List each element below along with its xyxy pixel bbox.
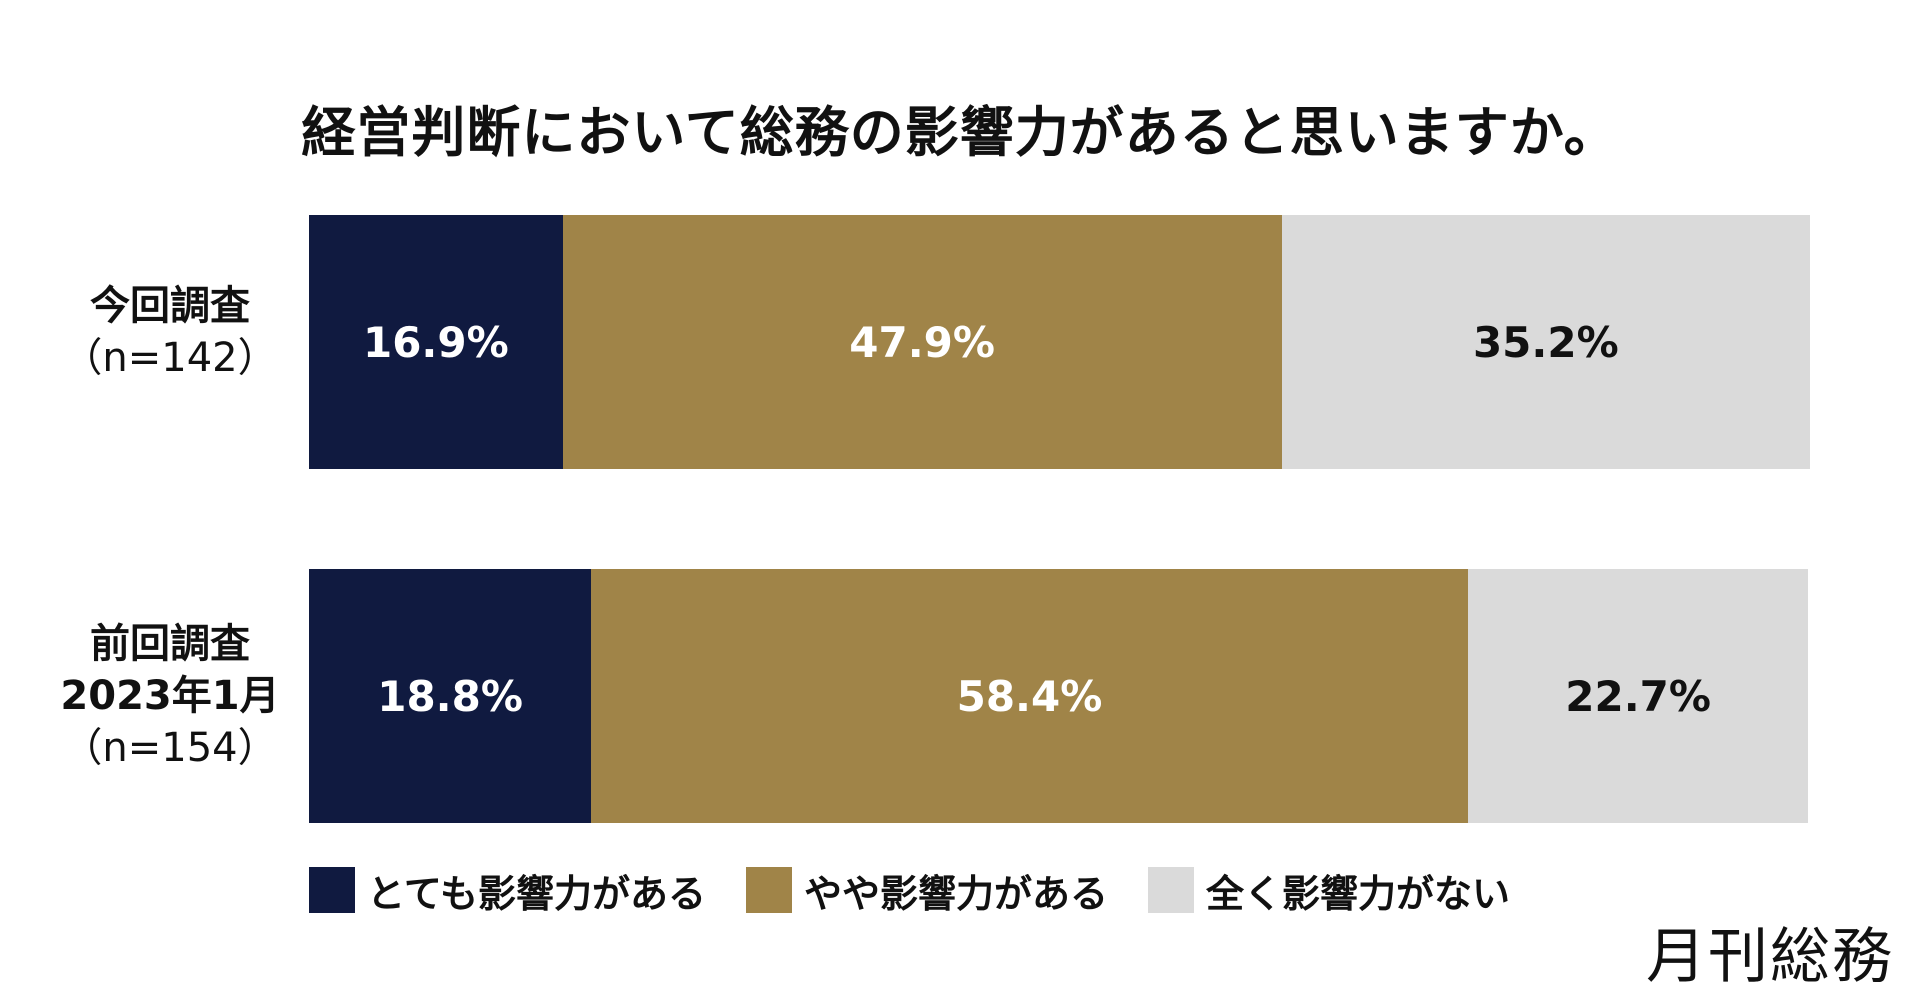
bar-segment: 18.8% [309,569,592,823]
legend-swatch [745,867,792,913]
bar-segment: 35.2% [1281,215,1810,469]
legend-swatch [309,867,355,913]
category-label-previous: 前回調査 2023年1月 （n=154） [40,618,300,774]
data-label: 35.2% [1472,317,1619,367]
data-label: 47.9% [849,317,995,367]
category-sample-size: （n=142） [62,335,278,381]
category-label-current: 今回調査 （n=142） [40,280,300,384]
bar-segment: 22.7% [1467,569,1809,823]
category-name: 今回調査 [90,283,250,329]
chart-title: 経営判断において総務の影響力があると思いますか。 [301,101,1619,164]
category-date: 2023年1月 [60,673,280,719]
legend-item: やや影響力がある [745,863,1108,918]
legend-label: とても影響力がある [367,871,706,916]
category-sample-size: （n=154） [62,725,278,771]
legend-item: とても影響力がある [309,863,706,918]
data-label: 16.9% [362,317,509,367]
data-label: 22.7% [1565,671,1711,721]
bar-current-survey: 16.9% 47.9% 35.2% [309,215,1810,469]
legend-label: やや影響力がある [803,871,1108,916]
legend-label: 全く影響力がない [1205,871,1510,916]
bar-segment: 47.9% [562,215,1282,469]
data-label: 18.8% [377,671,523,721]
chart-legend: とても影響力がある やや影響力がある 全く影響力がない [309,866,1550,916]
bar-previous-survey: 18.8% 58.4% 22.7% [309,569,1810,823]
legend-item: 全く影響力がない [1147,863,1510,918]
legend-swatch [1147,867,1194,913]
brand-logo: 月刊総務 [1646,922,1894,992]
category-name: 前回調査 [90,621,250,667]
data-label: 58.4% [956,671,1103,721]
bar-segment: 16.9% [309,215,563,469]
bar-segment: 58.4% [591,569,1468,823]
